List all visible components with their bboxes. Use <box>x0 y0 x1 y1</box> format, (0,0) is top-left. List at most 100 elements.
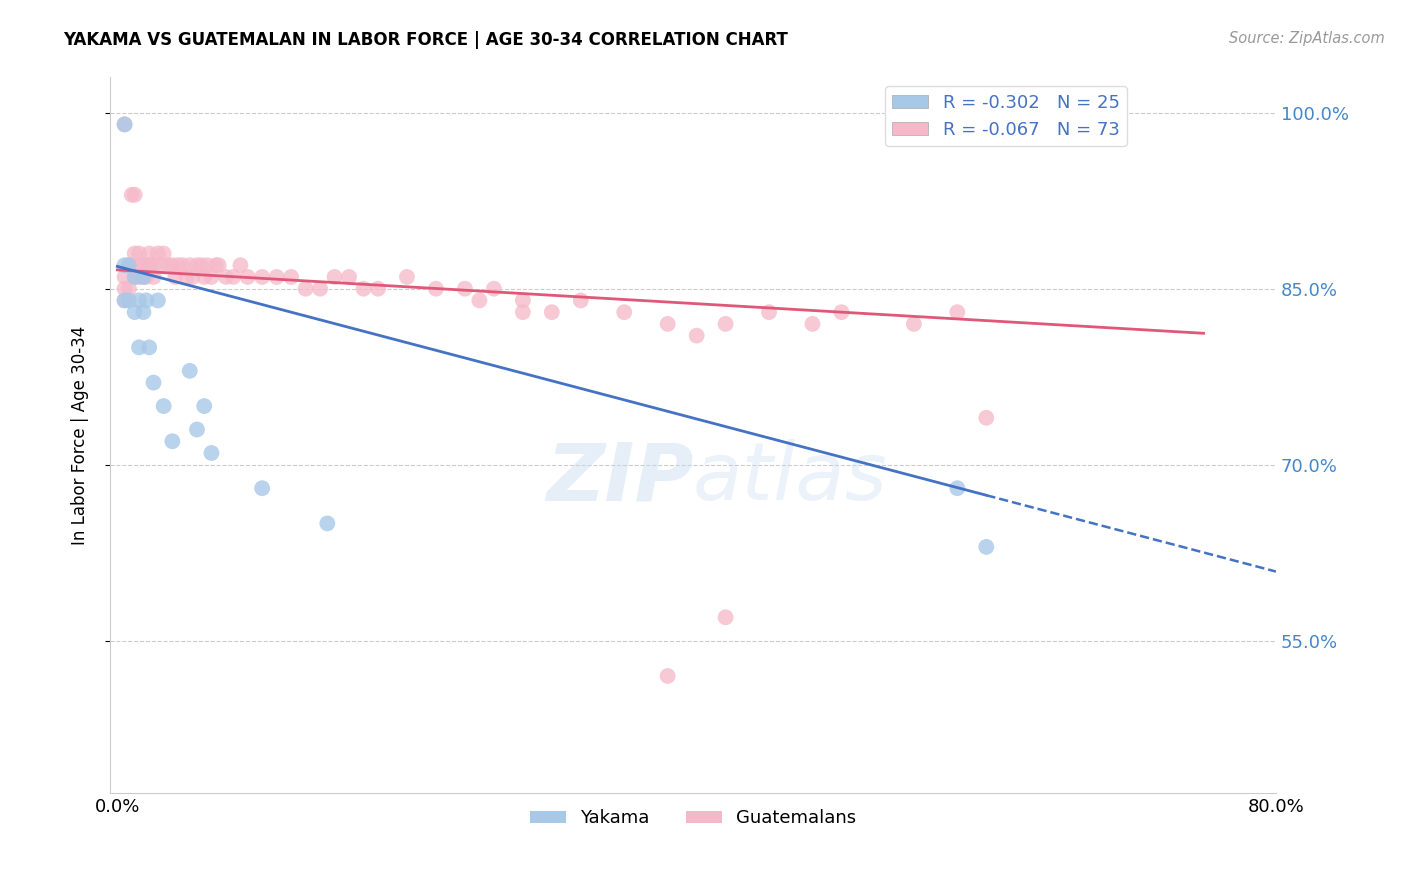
Point <box>142 269 165 284</box>
Point <box>124 269 146 284</box>
Point <box>215 269 238 284</box>
Legend: Yakama, Guatemalans: Yakama, Guatemalans <box>523 802 863 834</box>
Point <box>974 540 997 554</box>
Point <box>179 364 201 378</box>
Point <box>367 282 389 296</box>
Point <box>613 305 636 319</box>
Point <box>657 317 679 331</box>
Point <box>316 516 339 531</box>
Point <box>758 305 780 319</box>
Point <box>138 258 160 272</box>
Point <box>186 423 208 437</box>
Point <box>167 258 190 272</box>
Point <box>801 317 824 331</box>
Point <box>124 187 146 202</box>
Point <box>162 258 184 272</box>
Point <box>118 282 141 296</box>
Point <box>132 258 155 272</box>
Point <box>186 258 208 272</box>
Y-axis label: In Labor Force | Age 30-34: In Labor Force | Age 30-34 <box>72 326 89 545</box>
Point <box>353 282 375 296</box>
Point <box>236 269 259 284</box>
Point <box>179 258 201 272</box>
Point <box>512 293 534 308</box>
Text: YAKAMA VS GUATEMALAN IN LABOR FORCE | AGE 30-34 CORRELATION CHART: YAKAMA VS GUATEMALAN IN LABOR FORCE | AG… <box>63 31 789 49</box>
Point <box>135 258 157 272</box>
Point <box>114 293 136 308</box>
Point <box>152 399 174 413</box>
Point <box>128 258 150 272</box>
Point <box>128 293 150 308</box>
Point <box>468 293 491 308</box>
Point <box>200 269 222 284</box>
Point <box>685 328 707 343</box>
Point <box>172 258 194 272</box>
Point <box>135 293 157 308</box>
Point <box>135 269 157 284</box>
Text: atlas: atlas <box>693 440 887 517</box>
Point <box>132 305 155 319</box>
Point <box>162 434 184 449</box>
Point <box>132 269 155 284</box>
Text: Source: ZipAtlas.com: Source: ZipAtlas.com <box>1229 31 1385 46</box>
Point <box>142 258 165 272</box>
Point <box>193 399 215 413</box>
Point <box>229 258 252 272</box>
Point <box>540 305 562 319</box>
Point <box>323 269 346 284</box>
Point <box>114 293 136 308</box>
Point <box>309 282 332 296</box>
Point <box>454 282 477 296</box>
Point <box>128 246 150 260</box>
Point <box>280 269 302 284</box>
Point <box>250 481 273 495</box>
Point <box>946 305 969 319</box>
Point <box>250 269 273 284</box>
Point <box>294 282 316 296</box>
Point <box>903 317 925 331</box>
Point <box>974 410 997 425</box>
Point <box>395 269 418 284</box>
Point <box>132 269 155 284</box>
Point <box>208 258 231 272</box>
Point <box>149 258 172 272</box>
Point <box>118 293 141 308</box>
Point <box>114 117 136 131</box>
Point <box>146 246 169 260</box>
Point <box>266 269 288 284</box>
Point <box>714 610 737 624</box>
Point <box>657 669 679 683</box>
Point <box>124 246 146 260</box>
Point <box>714 317 737 331</box>
Point <box>128 269 150 284</box>
Point <box>482 282 505 296</box>
Point <box>830 305 852 319</box>
Point <box>222 269 245 284</box>
Point <box>204 258 226 272</box>
Point <box>193 269 215 284</box>
Point <box>152 246 174 260</box>
Point <box>195 258 218 272</box>
Point <box>569 293 592 308</box>
Point <box>118 258 141 272</box>
Point <box>114 269 136 284</box>
Point <box>512 305 534 319</box>
Point <box>118 258 141 272</box>
Point <box>181 269 204 284</box>
Point <box>114 258 136 272</box>
Point <box>425 282 447 296</box>
Point <box>124 269 146 284</box>
Point <box>128 340 150 354</box>
Point <box>176 269 198 284</box>
Point <box>200 446 222 460</box>
Point <box>114 282 136 296</box>
Point <box>146 293 169 308</box>
Point <box>190 258 212 272</box>
Point <box>946 481 969 495</box>
Text: ZIP: ZIP <box>546 440 693 517</box>
Point <box>142 376 165 390</box>
Point <box>165 269 187 284</box>
Point <box>138 340 160 354</box>
Point <box>114 117 136 131</box>
Point <box>156 258 179 272</box>
